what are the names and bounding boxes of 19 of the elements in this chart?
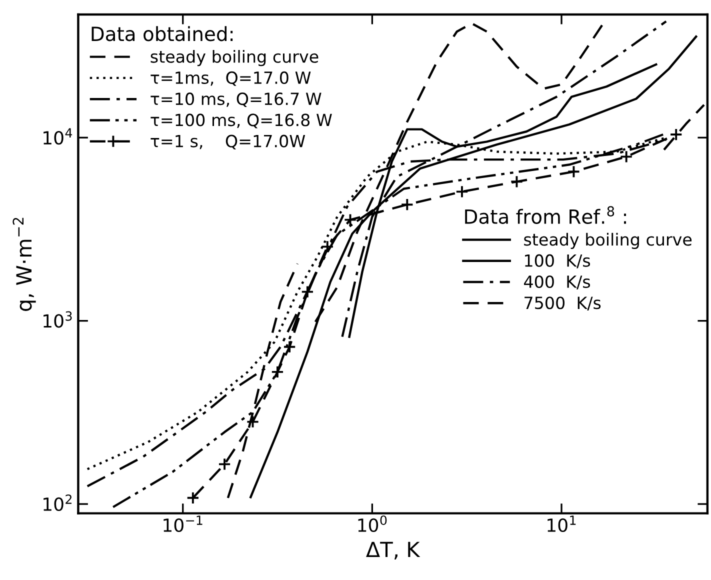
legend-label: 100 K/s (525, 254, 590, 268)
legend-label: steady boiling curve (150, 50, 318, 66)
x-tick-label: 10$^{1}$ (548, 516, 576, 532)
x-tick-label: 10$^{0}$ (358, 515, 387, 532)
y-tick-label: 10$^{3}$ (44, 311, 72, 328)
legend-label: steady boiling curve (524, 232, 692, 250)
y-tick-label: 10$^{4}$ (44, 128, 72, 145)
legend-label: τ=10 ms, Q=16.7 W (150, 92, 322, 108)
legend-label: τ=100 ms, Q=16.8 W (150, 114, 332, 128)
legend-label: 7500 K/s (524, 296, 601, 310)
legend-label: 400 K/s (524, 275, 590, 290)
legend-label: τ=1ms, Q=17.0 W (150, 71, 311, 86)
y-tick-label: 10$^{2}$ (44, 494, 72, 512)
annotation: Data from Ref.$^{8}$ : (465, 206, 626, 224)
legend-title: Data obtained: (92, 26, 233, 42)
x-tick-label: 10$^{−1}$ (164, 516, 202, 532)
x-axis-title: ΔT, K (366, 542, 420, 560)
y-axis-title: q, W·m$^{−2}$ (12, 218, 36, 311)
legend-label: τ=1 s, Q=17.0W (150, 134, 306, 150)
